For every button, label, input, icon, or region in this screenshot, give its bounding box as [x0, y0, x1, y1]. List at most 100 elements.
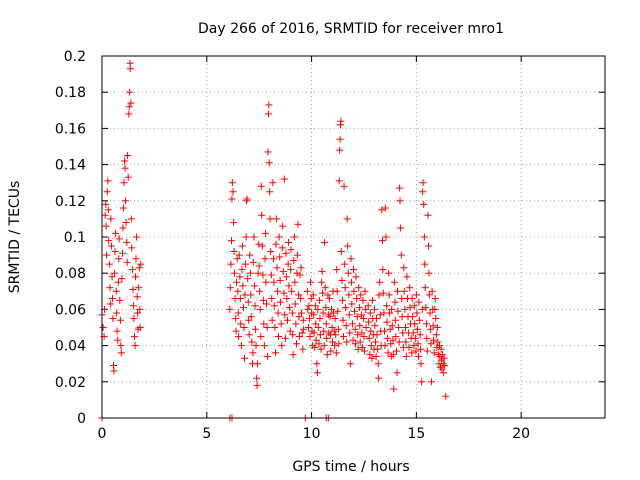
data-point — [403, 273, 411, 281]
data-point — [397, 251, 405, 259]
data-point — [360, 347, 368, 355]
data-point — [414, 352, 422, 360]
data-point — [249, 258, 257, 266]
data-point — [124, 173, 132, 181]
data-point — [332, 349, 340, 357]
data-point — [409, 313, 417, 321]
data-point — [136, 305, 144, 313]
data-point — [123, 238, 131, 246]
data-point — [396, 197, 404, 205]
data-point — [286, 304, 294, 312]
data-point — [310, 329, 318, 337]
data-point — [295, 333, 303, 341]
data-point — [286, 327, 294, 335]
data-point — [370, 305, 378, 313]
data-point — [366, 309, 374, 317]
data-point — [121, 164, 129, 172]
data-point — [388, 322, 396, 330]
data-point — [423, 334, 431, 342]
data-point — [276, 253, 284, 261]
data-point — [226, 305, 234, 313]
data-point — [355, 284, 363, 292]
data-point — [267, 247, 275, 255]
data-point — [385, 291, 393, 299]
data-point — [236, 273, 244, 281]
data-point — [422, 320, 430, 328]
data-point — [293, 251, 301, 259]
data-point — [387, 340, 395, 348]
y-tick-label: 0.1 — [64, 230, 86, 246]
data-point — [318, 267, 326, 275]
data-point — [329, 338, 337, 346]
data-point — [136, 324, 144, 331]
data-point — [327, 305, 335, 313]
data-point — [337, 247, 345, 255]
data-point — [134, 309, 142, 317]
data-point — [246, 269, 254, 277]
x-tick-label: 5 — [202, 426, 211, 442]
data-point — [281, 334, 289, 342]
data-point — [247, 313, 255, 321]
data-point — [344, 269, 352, 277]
data-point — [253, 374, 261, 382]
data-point — [419, 188, 427, 196]
data-point — [433, 324, 441, 331]
data-point — [239, 282, 247, 290]
data-point — [252, 342, 260, 350]
data-point — [362, 324, 370, 331]
data-point — [265, 101, 273, 109]
data-point — [394, 287, 402, 295]
data-point — [368, 296, 376, 304]
data-point — [424, 211, 432, 219]
data-point — [270, 278, 278, 286]
data-point — [109, 314, 117, 322]
data-point — [125, 103, 133, 111]
data-point — [127, 215, 135, 223]
data-point — [394, 307, 402, 315]
data-point — [312, 336, 320, 344]
data-point — [99, 324, 107, 331]
data-point — [322, 304, 330, 312]
data-point — [116, 316, 124, 324]
data-point — [232, 327, 240, 335]
grid-lines — [102, 56, 605, 418]
data-point — [321, 284, 329, 292]
data-point — [381, 327, 389, 335]
data-point — [412, 347, 420, 355]
data-point — [113, 327, 121, 335]
data-point — [304, 324, 312, 331]
data-point — [291, 278, 299, 286]
data-point — [236, 295, 244, 303]
data-point — [337, 117, 345, 125]
data-point — [258, 242, 266, 250]
chart-title: Day 266 of 2016, SRMTID for receiver mro… — [198, 21, 504, 37]
data-point — [230, 219, 238, 227]
data-point — [391, 298, 399, 306]
data-point — [379, 289, 387, 297]
data-point — [372, 338, 380, 346]
data-point — [395, 324, 403, 331]
data-point — [330, 309, 338, 317]
data-point — [357, 291, 365, 299]
data-point — [264, 110, 272, 118]
data-point — [259, 296, 267, 304]
data-point — [327, 347, 335, 355]
data-point — [324, 291, 332, 299]
data-point — [238, 242, 246, 250]
data-point — [334, 307, 342, 315]
data-point — [355, 304, 363, 312]
data-point — [228, 179, 236, 187]
data-point — [131, 342, 139, 350]
data-point — [126, 88, 134, 96]
data-point — [425, 242, 433, 250]
data-point — [411, 320, 419, 328]
data-point — [104, 177, 112, 185]
x-tick-label: 20 — [512, 426, 530, 442]
data-point — [348, 300, 356, 308]
data-point — [125, 110, 133, 118]
data-point — [313, 369, 321, 377]
x-tick-label: 10 — [303, 426, 321, 442]
data-point — [273, 264, 281, 272]
data-point — [416, 331, 424, 339]
data-point — [114, 336, 122, 344]
